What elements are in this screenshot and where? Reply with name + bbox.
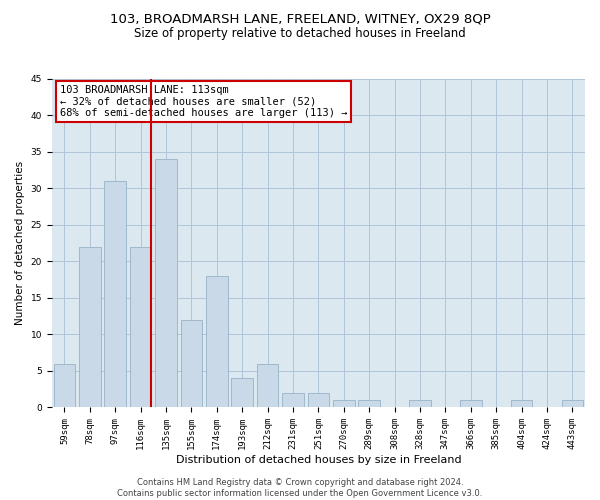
- Bar: [511, 400, 532, 407]
- Bar: [562, 400, 583, 407]
- Bar: [104, 181, 126, 408]
- Bar: [257, 364, 278, 408]
- Text: Size of property relative to detached houses in Freeland: Size of property relative to detached ho…: [134, 28, 466, 40]
- Bar: [333, 400, 355, 407]
- Bar: [358, 400, 380, 407]
- Text: Contains HM Land Registry data © Crown copyright and database right 2024.
Contai: Contains HM Land Registry data © Crown c…: [118, 478, 482, 498]
- Bar: [206, 276, 227, 407]
- Bar: [155, 159, 177, 408]
- Text: 103 BROADMARSH LANE: 113sqm
← 32% of detached houses are smaller (52)
68% of sem: 103 BROADMARSH LANE: 113sqm ← 32% of det…: [60, 85, 347, 118]
- Bar: [53, 364, 75, 408]
- Bar: [232, 378, 253, 408]
- Bar: [181, 320, 202, 408]
- Text: 103, BROADMARSH LANE, FREELAND, WITNEY, OX29 8QP: 103, BROADMARSH LANE, FREELAND, WITNEY, …: [110, 12, 490, 26]
- Y-axis label: Number of detached properties: Number of detached properties: [15, 161, 25, 325]
- Bar: [130, 246, 151, 408]
- Bar: [460, 400, 482, 407]
- Bar: [308, 393, 329, 407]
- Bar: [282, 393, 304, 407]
- X-axis label: Distribution of detached houses by size in Freeland: Distribution of detached houses by size …: [176, 455, 461, 465]
- Bar: [409, 400, 431, 407]
- Bar: [79, 246, 101, 408]
